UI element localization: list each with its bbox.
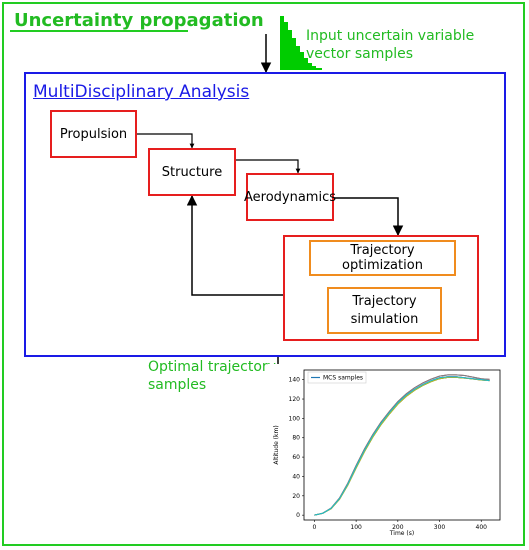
x-tick-label: 400 (476, 524, 488, 531)
x-tick-label: 0 (313, 524, 317, 531)
trajectory-simulation-box: Trajectory simulation (327, 287, 442, 334)
y-tick-label: 0 (296, 512, 300, 519)
y-tick-label: 140 (289, 377, 301, 384)
mda-title: MultiDisciplinary Analysis (33, 82, 250, 102)
x-tick-label: 200 (392, 524, 404, 531)
aerodynamics-box: Aerodynamics (244, 173, 336, 221)
page-title: Uncertainty propagation (14, 10, 264, 31)
legend-label: MCS samples (323, 375, 363, 382)
x-ticks: 0 100 200 300 400 (313, 520, 488, 531)
optimal-trajectory-label: Optimal trajectory samples (148, 359, 276, 393)
x-axis-label: Time (s) (389, 530, 414, 537)
propulsion-to-structure-arrow (137, 133, 195, 149)
structure-box: Structure (148, 148, 236, 196)
series-group (314, 374, 490, 516)
plot-area (303, 369, 501, 521)
series-line (314, 376, 490, 516)
y-tick-label: 100 (289, 415, 301, 422)
y-tick-label: 40 (292, 473, 300, 480)
mda-frame (24, 72, 506, 357)
title-underline (10, 30, 188, 32)
trajectory-to-structure-arrow (186, 194, 283, 296)
y-ticks: 0 20 40 60 80 100 120 140 (289, 377, 304, 519)
uncertainty-propagation-frame (2, 2, 525, 546)
altitude-chart: 0 20 40 60 80 100 120 140 0 100 200 300 400 Time (s… (268, 364, 506, 538)
propulsion-box: Propulsion (50, 110, 137, 158)
x-tick-label: 300 (434, 524, 446, 531)
y-tick-label: 20 (292, 493, 300, 500)
y-tick-label: 60 (292, 454, 300, 461)
y-tick-label: 80 (292, 435, 300, 442)
trajectory-optimization-box: Trajectory optimization (309, 240, 456, 276)
input-samples-label: Input uncertain variable vector samples (306, 28, 475, 62)
aero-to-trajectory-arrow (334, 197, 404, 237)
y-axis-label: Altitude (km) (273, 425, 280, 464)
x-tick-label: 100 (350, 524, 362, 531)
y-tick-label: 120 (289, 396, 301, 403)
histogram-icon (280, 16, 322, 70)
structure-to-aero-arrow (236, 159, 301, 174)
legend-box (307, 371, 367, 384)
